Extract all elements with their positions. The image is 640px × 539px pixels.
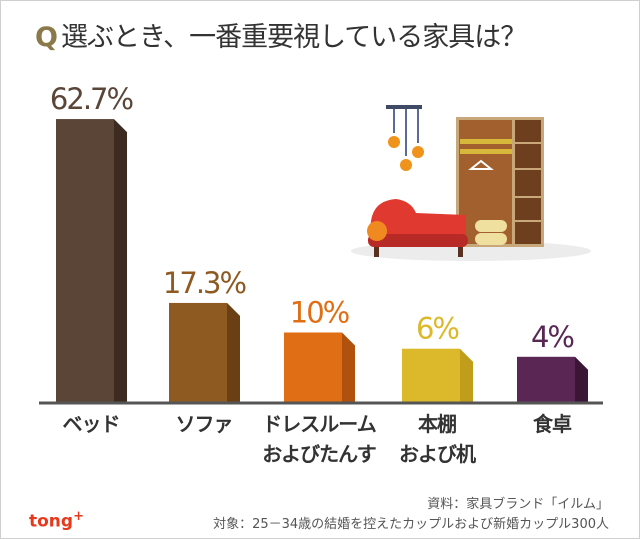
category-label: 食卓: [533, 412, 572, 436]
bar-side: [227, 302, 240, 403]
bar-side: [342, 332, 355, 403]
furniture-illustration: [351, 105, 591, 261]
bar-side: [575, 356, 588, 403]
question-title: Q 選ぶとき、一番重要視している家具は？: [35, 15, 527, 54]
bar-side: [114, 119, 127, 403]
category-label: および机: [399, 442, 476, 466]
category-label: 本棚: [418, 412, 456, 436]
value-label: 4%: [531, 320, 573, 354]
category-label: およびたんす: [262, 442, 376, 466]
target-note: 対象：25－34歳の結婚を控えたカップルおよび新婚カップル300人: [213, 517, 609, 532]
bar-side: [460, 348, 473, 403]
bar: [517, 356, 575, 403]
value-label: 10%: [290, 296, 349, 330]
bar: [402, 348, 460, 403]
category-label: ベッド: [63, 412, 120, 436]
category-label: ドレスルーム: [262, 412, 376, 436]
value-label: 62.7%: [50, 82, 133, 116]
bar: [284, 332, 342, 403]
category-label: ソファ: [176, 412, 233, 436]
bar: [56, 119, 114, 403]
title-text: 選ぶとき、一番重要視している家具は？: [60, 22, 527, 53]
bar: [169, 302, 227, 403]
q-mark: Q: [35, 22, 58, 53]
source-note: 資料：家具ブランド「イルム」: [427, 497, 609, 512]
tong-logo: tong+: [29, 509, 84, 532]
value-label: 17.3%: [163, 266, 246, 300]
value-label: 6%: [416, 312, 458, 346]
